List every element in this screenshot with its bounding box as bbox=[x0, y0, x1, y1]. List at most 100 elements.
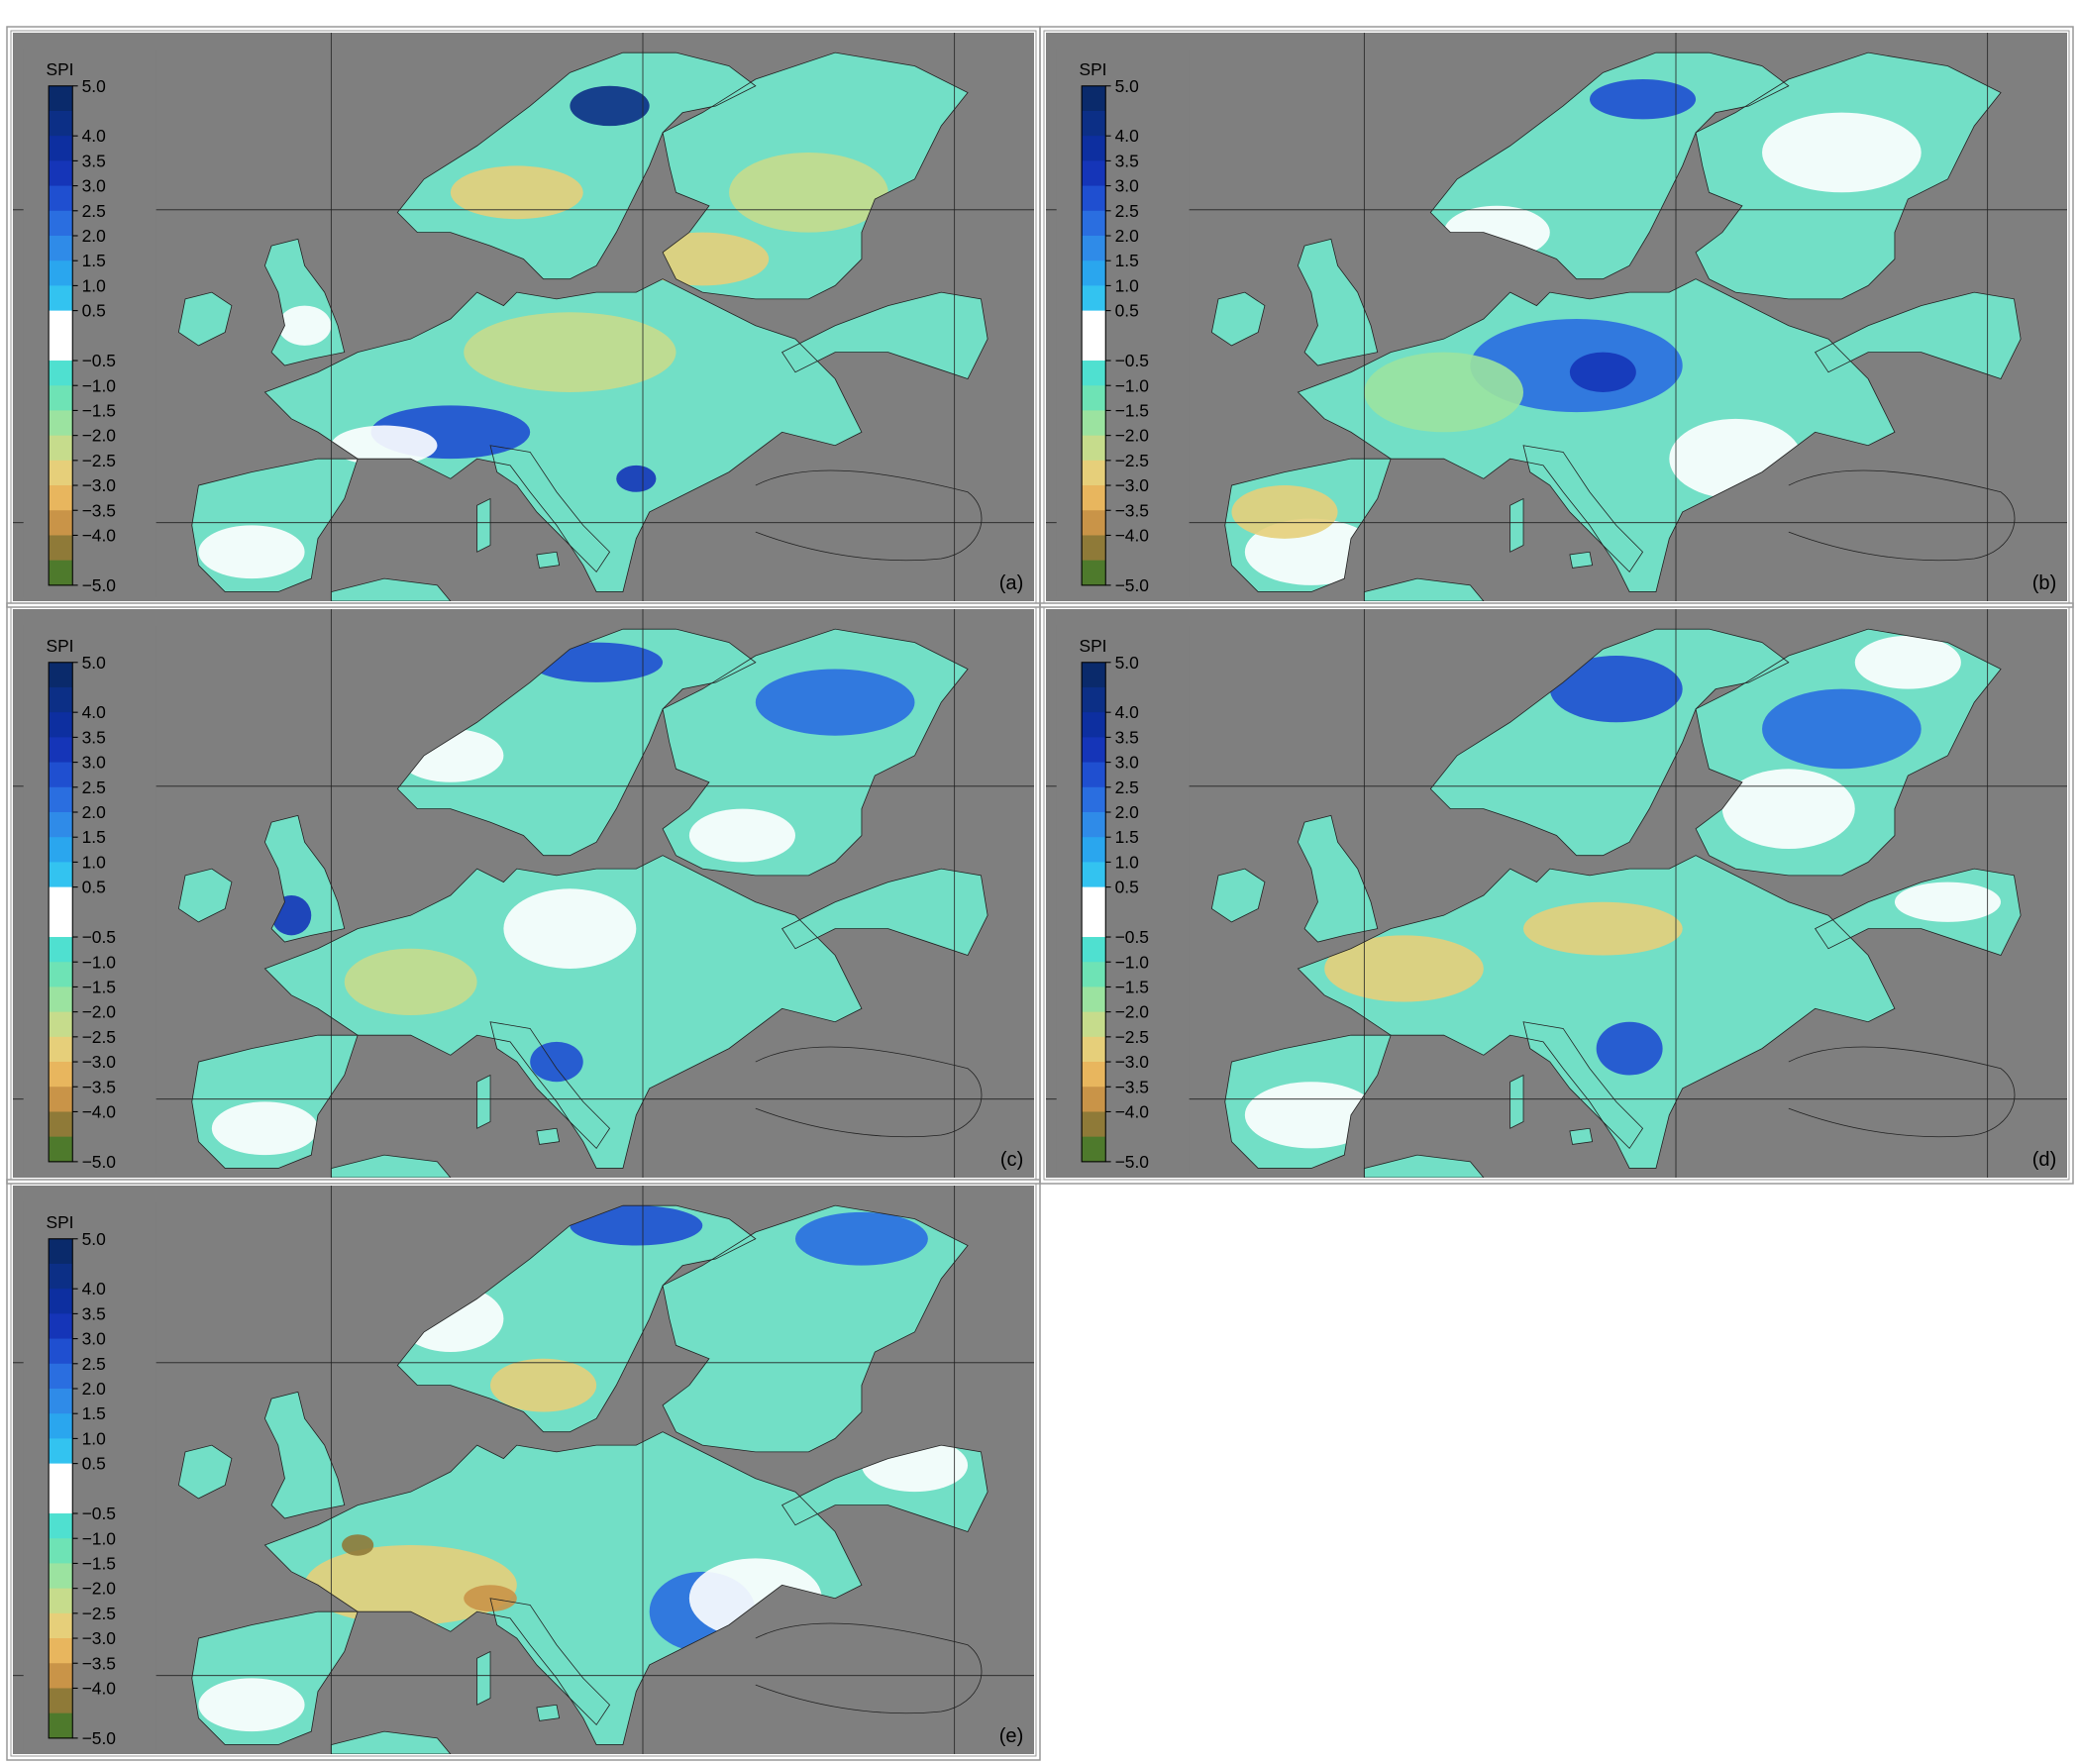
coastline bbox=[263, 1391, 346, 1519]
coastline bbox=[476, 497, 491, 553]
colorbar-tick-label: −4.0 bbox=[1115, 1101, 1150, 1121]
colorbar-tick-label: −0.5 bbox=[82, 351, 116, 370]
colorbar-tick-label: −3.0 bbox=[82, 475, 117, 495]
colorbar-segment bbox=[49, 762, 73, 788]
colorbar-segment bbox=[49, 285, 73, 312]
spi-region bbox=[1762, 112, 1922, 193]
spi-region bbox=[1589, 79, 1697, 120]
coastline bbox=[1210, 868, 1266, 923]
spi-region bbox=[198, 525, 305, 579]
colorbar-outline bbox=[1081, 662, 1106, 1163]
coastline bbox=[536, 1704, 561, 1721]
colorbar-tick-label: −1.5 bbox=[82, 1553, 116, 1573]
coastline bbox=[489, 445, 611, 573]
coastline bbox=[1815, 291, 2022, 380]
coastline bbox=[1297, 278, 1896, 592]
coastline bbox=[191, 458, 359, 592]
coastline bbox=[263, 1431, 863, 1745]
colorbar-segment bbox=[1082, 786, 1106, 813]
colorbar-tick-label: 3.5 bbox=[82, 727, 106, 747]
colorbar-tick-label: −2.5 bbox=[82, 1027, 116, 1047]
colorbar-tick-label: −3.5 bbox=[82, 1653, 116, 1673]
colorbar-tick-label: 2.5 bbox=[82, 778, 106, 797]
colorbar-segment bbox=[49, 535, 73, 562]
coastline bbox=[781, 868, 988, 957]
coastline bbox=[177, 291, 233, 347]
colorbar-tick-label: −2.0 bbox=[1115, 1002, 1150, 1022]
colorbar-tick-label: −4.0 bbox=[82, 1101, 117, 1121]
colorbar-tick-label: −2.0 bbox=[82, 426, 117, 446]
spi-region bbox=[1244, 1082, 1378, 1149]
spi-region bbox=[755, 669, 915, 736]
colorbar-tick-label: −5.0 bbox=[82, 1728, 117, 1748]
colorbar-segment bbox=[49, 1663, 73, 1689]
colorbar-tick-label: 2.0 bbox=[82, 1379, 106, 1399]
coastline bbox=[489, 1021, 611, 1150]
coastline bbox=[476, 1650, 491, 1706]
colorbar-tick-label: 5.0 bbox=[1115, 76, 1139, 96]
spi-region bbox=[1364, 352, 1524, 433]
colorbar-segment bbox=[49, 1062, 73, 1088]
colorbar-segment bbox=[1082, 862, 1106, 888]
colorbar-tick-label: 4.0 bbox=[1115, 126, 1139, 146]
colorbar-tick-label: 3.5 bbox=[1115, 727, 1139, 747]
coastline bbox=[662, 1204, 969, 1453]
colorbar-tick-label: −1.0 bbox=[1115, 375, 1150, 395]
colorbar-tick-label: 0.5 bbox=[1115, 878, 1139, 897]
colorbar-tick-label: 1.0 bbox=[82, 852, 106, 872]
colorbar-segment bbox=[1082, 762, 1106, 788]
colorbar-segment bbox=[49, 1389, 73, 1414]
coastline bbox=[177, 868, 233, 923]
colorbar-segment bbox=[49, 435, 73, 462]
spi-region bbox=[1854, 635, 1961, 689]
spi-region bbox=[344, 948, 477, 1015]
colorbar-segment bbox=[49, 712, 73, 738]
spi-region bbox=[198, 1678, 305, 1732]
colorbar-outline bbox=[48, 1238, 73, 1739]
colorbar-tick-label: 1.0 bbox=[82, 275, 106, 295]
colorbar-segment bbox=[1082, 1111, 1106, 1138]
colorbar-tick-label: −3.0 bbox=[1115, 475, 1150, 495]
colorbar-segment bbox=[49, 110, 73, 137]
colorbar-tick-label: −2.5 bbox=[1115, 1027, 1149, 1047]
colorbar-outline bbox=[48, 662, 73, 1163]
colorbar-segment bbox=[1082, 460, 1106, 486]
colorbar-title: SPI bbox=[46, 636, 73, 656]
colorbar-segment bbox=[1082, 1136, 1106, 1163]
colorbar-tick-label: −0.5 bbox=[1115, 927, 1149, 947]
colorbar-tick-label: 3.5 bbox=[1115, 151, 1139, 170]
colorbar-segment bbox=[1082, 335, 1106, 362]
colorbar-tick-label: 5.0 bbox=[82, 1229, 106, 1249]
colorbar-segment bbox=[49, 1538, 73, 1564]
colorbar-segment bbox=[49, 85, 73, 112]
colorbar-segment bbox=[1082, 185, 1106, 212]
colorbar-tick-label: 5.0 bbox=[82, 76, 106, 96]
spi-region bbox=[304, 1544, 517, 1625]
coastline bbox=[1210, 291, 1266, 347]
coastline bbox=[1569, 551, 1594, 569]
spi-region bbox=[1894, 882, 2002, 922]
colorbar-segment bbox=[49, 812, 73, 838]
spi-region bbox=[1721, 769, 1855, 849]
colorbar-tick-label: 3.0 bbox=[82, 753, 106, 773]
colorbar-segment bbox=[49, 1513, 73, 1539]
colorbar-tick-label: 1.0 bbox=[1115, 852, 1139, 872]
colorbar-segment bbox=[1082, 385, 1106, 411]
colorbar-tick-label: −3.5 bbox=[82, 1077, 116, 1096]
map-panel: SPI 5.0 4.0 3.5 3.0 2.5 2.0 1.5 1.0 0.5 −0.5 −1.0 −1… bbox=[13, 1186, 1034, 1754]
panel-label: (a) bbox=[999, 572, 1024, 594]
colorbar-tick-label: 5.0 bbox=[82, 653, 106, 673]
colorbar-segment bbox=[49, 686, 73, 713]
colorbar-tick-label: 2.0 bbox=[82, 226, 106, 246]
coastline bbox=[1815, 868, 2022, 957]
colorbar-tick-label: 4.0 bbox=[82, 1279, 106, 1298]
coastline bbox=[1695, 52, 2002, 300]
colorbar-segment bbox=[1082, 136, 1106, 161]
colorbar-segment bbox=[49, 962, 73, 987]
coastline bbox=[1224, 1034, 1392, 1169]
colorbar-tick-label: 1.5 bbox=[82, 827, 106, 847]
spi-region bbox=[1549, 656, 1683, 723]
colorbar-tick-label: −5.0 bbox=[82, 575, 117, 595]
